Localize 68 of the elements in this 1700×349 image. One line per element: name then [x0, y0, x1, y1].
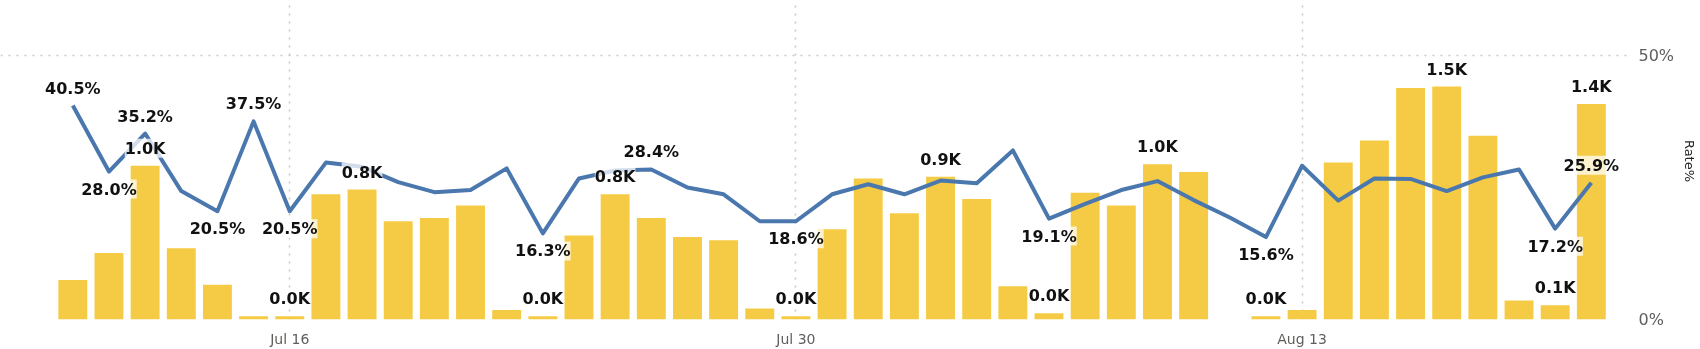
data-label: 28.4%	[623, 142, 680, 162]
data-label: 0.0K	[775, 289, 817, 309]
data-label: 0.8K	[594, 167, 637, 187]
data-label: 19.1%	[1021, 226, 1077, 246]
x-tick-label: Aug 13	[1277, 330, 1327, 347]
data-label: 17.2%	[1527, 236, 1583, 256]
data-label: 15.6%	[1238, 245, 1294, 265]
data-label: 25.9%	[1563, 155, 1620, 175]
data-label: 1.5K	[1426, 59, 1468, 79]
bar	[456, 205, 485, 320]
bar	[528, 316, 558, 320]
bar	[166, 248, 196, 320]
bar	[202, 284, 232, 320]
data-label: 37.5%	[225, 94, 282, 114]
bar	[419, 218, 449, 320]
data-label: 40.5%	[45, 78, 101, 98]
data-label: 1.4K	[1570, 76, 1613, 96]
bar	[239, 316, 269, 320]
data-label: 1.0K	[1137, 137, 1179, 157]
bar	[1432, 86, 1462, 320]
bar	[1396, 88, 1426, 320]
bar	[1540, 305, 1570, 320]
bar	[492, 309, 522, 320]
data-label: 0.0K	[1028, 286, 1070, 306]
bar	[58, 279, 88, 320]
x-tick-label: Jul 16	[269, 330, 310, 347]
bar	[672, 237, 702, 320]
x-tick-label: Jul 30	[775, 330, 816, 347]
bar	[600, 194, 630, 320]
bar	[1034, 313, 1064, 320]
data-label: 0.0K	[269, 289, 311, 309]
bar	[1323, 162, 1353, 320]
bar	[1143, 164, 1172, 320]
data-label: 0.0K	[522, 289, 564, 309]
data-label: 28.0%	[81, 179, 137, 199]
bar	[998, 286, 1028, 320]
bar	[1106, 205, 1136, 320]
bar	[745, 308, 775, 320]
bar	[962, 199, 992, 320]
bar	[1359, 140, 1389, 320]
data-label: 18.6%	[768, 229, 824, 249]
data-label: 35.2%	[117, 106, 173, 126]
bar	[275, 316, 305, 320]
bar	[1179, 172, 1209, 320]
bar	[1251, 316, 1281, 320]
bar	[1468, 135, 1498, 320]
data-label: 20.5%	[189, 219, 246, 239]
data-label: 0.8K	[341, 162, 384, 182]
bar	[94, 252, 124, 320]
bar	[781, 316, 811, 320]
y2-tick-label: 50%	[1638, 45, 1675, 65]
data-label: 20.5%	[261, 219, 318, 239]
bar	[636, 218, 666, 320]
data-label: 1.0K	[124, 138, 167, 158]
bar	[1287, 309, 1317, 320]
bar	[853, 178, 883, 320]
data-label: 0.1K	[1534, 278, 1577, 298]
bar	[347, 189, 377, 320]
data-label: 0.9K	[920, 149, 962, 169]
bar	[383, 221, 413, 320]
bar	[709, 240, 739, 320]
data-label: 16.3%	[515, 241, 571, 261]
data-label: 0.0K	[1245, 289, 1287, 309]
bar	[889, 213, 919, 320]
bar	[926, 176, 956, 320]
y2-axis-title: Rate%	[1682, 139, 1698, 183]
bar	[1504, 300, 1534, 320]
y2-tick-label: 0%	[1638, 310, 1664, 329]
